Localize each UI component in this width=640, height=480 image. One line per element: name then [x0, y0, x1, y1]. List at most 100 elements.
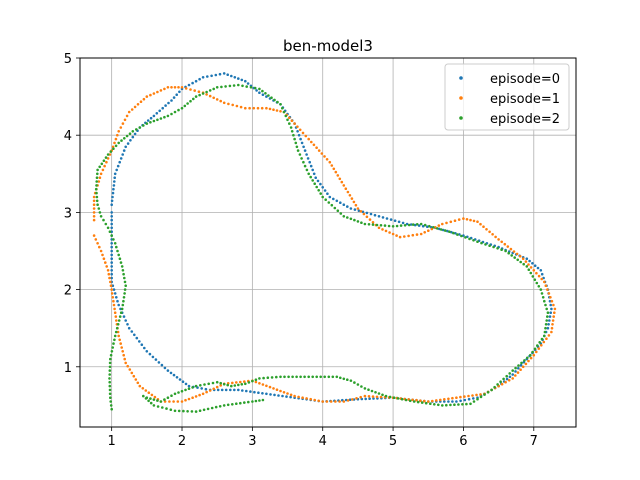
data-point — [212, 96, 215, 100]
data-point — [387, 224, 391, 228]
data-point — [516, 258, 519, 262]
data-point — [110, 253, 113, 257]
data-point — [415, 233, 419, 236]
data-point — [452, 231, 455, 235]
data-point — [233, 388, 236, 392]
data-point — [540, 344, 543, 347]
data-point — [261, 383, 265, 386]
data-point — [231, 103, 234, 107]
data-point — [508, 372, 512, 375]
data-point — [187, 387, 191, 391]
data-point — [346, 378, 349, 382]
data-point — [163, 115, 166, 119]
data-point — [486, 391, 490, 394]
data-point — [145, 95, 149, 98]
data-point — [504, 380, 507, 384]
data-point — [362, 212, 366, 216]
data-point — [543, 280, 546, 284]
data-point — [297, 133, 301, 137]
data-point — [261, 93, 265, 96]
data-point — [300, 141, 304, 145]
data-point — [517, 364, 520, 367]
data-point — [469, 402, 472, 406]
data-point — [346, 190, 350, 194]
data-point — [415, 223, 419, 226]
data-point — [113, 141, 116, 145]
data-point — [397, 220, 401, 224]
data-point — [518, 254, 522, 258]
data-point — [208, 94, 212, 98]
data-point — [531, 262, 534, 265]
data-point — [229, 388, 232, 392]
data-point — [113, 338, 116, 342]
data-point — [350, 197, 354, 200]
data-point — [184, 87, 188, 90]
data-point — [92, 207, 96, 210]
data-point — [550, 326, 554, 330]
data-point — [117, 130, 120, 133]
data-point — [512, 250, 516, 253]
data-point — [128, 132, 132, 135]
data-point — [105, 160, 108, 164]
data-point — [198, 77, 201, 81]
data-point — [328, 195, 332, 199]
data-point — [119, 126, 123, 129]
data-point — [118, 160, 121, 164]
data-point — [104, 222, 108, 226]
data-point — [142, 394, 145, 398]
data-point — [392, 396, 396, 400]
data-point — [168, 400, 171, 403]
data-point — [232, 84, 236, 87]
data-point — [510, 254, 513, 257]
data-point — [122, 315, 126, 318]
data-point — [416, 400, 420, 404]
data-point — [165, 407, 168, 410]
data-point — [156, 399, 159, 402]
data-point — [281, 394, 284, 398]
data-point — [108, 365, 112, 369]
data-point — [342, 400, 346, 403]
x-tick-label: 7 — [530, 434, 538, 449]
data-point — [110, 234, 113, 237]
data-point — [115, 168, 118, 172]
data-point — [218, 72, 222, 76]
data-point — [353, 208, 357, 211]
data-point — [111, 346, 114, 349]
data-point — [291, 375, 294, 379]
data-point — [327, 375, 331, 379]
data-point — [349, 379, 353, 383]
data-point — [272, 387, 275, 390]
data-point — [233, 76, 237, 79]
data-point — [153, 395, 157, 399]
data-point — [287, 375, 290, 379]
data-point — [439, 398, 442, 402]
data-point — [369, 212, 373, 216]
data-point — [95, 195, 99, 199]
data-point — [269, 393, 272, 396]
data-point — [109, 396, 112, 400]
data-point — [385, 217, 389, 220]
data-point — [351, 398, 354, 401]
data-point — [212, 87, 215, 91]
data-point — [339, 201, 342, 204]
data-point — [184, 398, 187, 402]
data-point — [502, 377, 505, 381]
data-point — [532, 353, 536, 357]
data-point — [194, 79, 198, 83]
data-point — [511, 377, 514, 380]
data-point — [548, 315, 552, 318]
data-point — [122, 353, 125, 357]
data-point — [299, 137, 302, 141]
data-point — [152, 119, 156, 123]
data-point — [325, 400, 329, 403]
data-point — [117, 141, 120, 145]
data-point — [331, 375, 335, 379]
data-point — [295, 375, 298, 379]
data-point — [532, 269, 536, 272]
data-point — [353, 218, 356, 222]
data-point — [121, 153, 124, 156]
data-point — [309, 397, 313, 401]
data-point — [356, 383, 360, 386]
data-point — [251, 400, 254, 403]
